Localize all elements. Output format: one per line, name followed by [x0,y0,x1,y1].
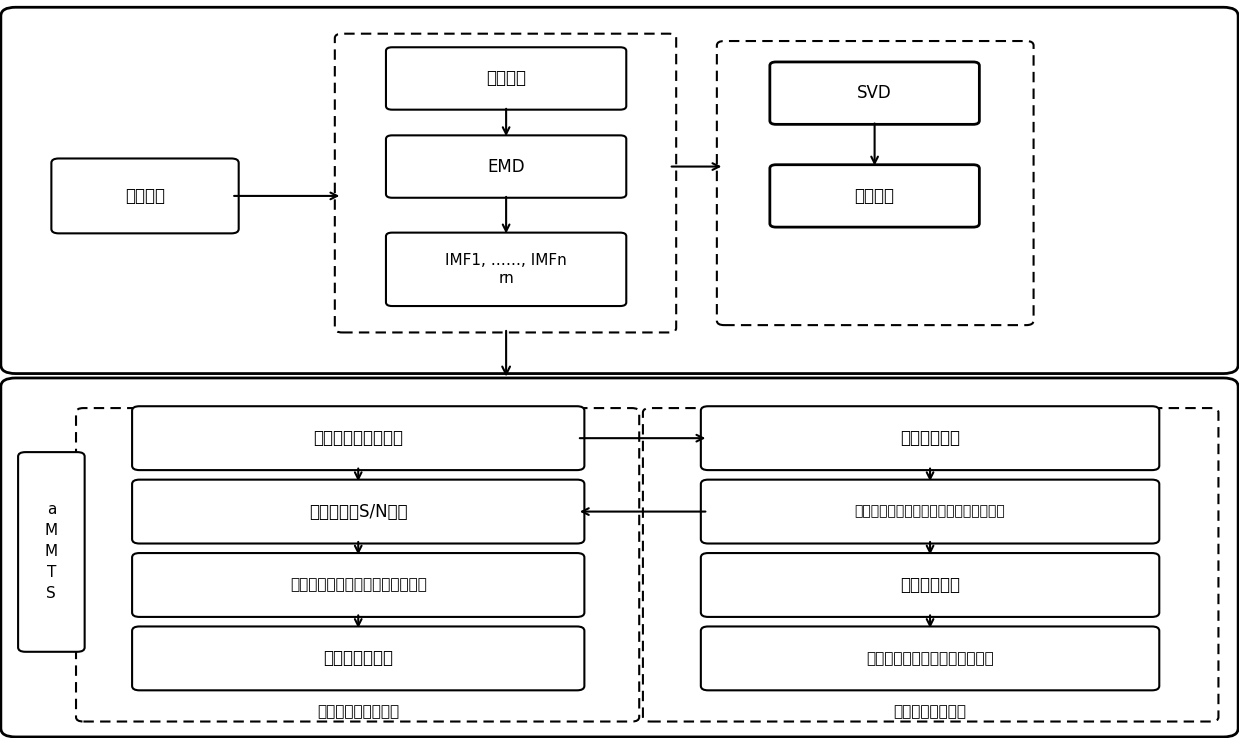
Text: 判断识别效果: 判断识别效果 [900,576,960,594]
FancyBboxPatch shape [643,408,1218,722]
Text: 对故障进行分类: 对故障进行分类 [323,649,393,667]
Text: 决定各基准数据最有效的特征序列: 决定各基准数据最有效的特征序列 [290,578,426,593]
Text: 小波去噪: 小波去噪 [486,69,527,88]
FancyBboxPatch shape [717,41,1033,325]
FancyBboxPatch shape [133,480,585,543]
FancyBboxPatch shape [335,34,676,332]
FancyBboxPatch shape [133,627,585,690]
Text: 生成马氏空间: 生成马氏空间 [900,430,960,447]
Text: 特征选择改进算法: 特征选择改进算法 [893,705,966,720]
Text: SVD: SVD [857,84,892,102]
Text: a
M
M
T
S: a M M T S [45,503,58,601]
FancyBboxPatch shape [769,165,979,227]
Text: IMF1, ……, IMFn
rn: IMF1, ……, IMFn rn [445,252,567,286]
Text: 再次计算马氏距离，选取最小值: 再次计算马氏距离，选取最小值 [866,651,994,666]
FancyBboxPatch shape [133,553,585,617]
FancyBboxPatch shape [76,408,639,722]
FancyBboxPatch shape [769,62,979,124]
FancyBboxPatch shape [387,47,626,110]
FancyBboxPatch shape [387,135,626,198]
FancyBboxPatch shape [133,406,585,470]
FancyBboxPatch shape [701,627,1160,690]
FancyBboxPatch shape [1,7,1238,373]
FancyBboxPatch shape [19,452,84,652]
Text: 特征矩阵: 特征矩阵 [855,187,895,205]
FancyBboxPatch shape [1,378,1238,737]
FancyBboxPatch shape [51,159,239,233]
FancyBboxPatch shape [387,232,626,306]
Text: 计算到基准数据的马氏距离，选取最小值: 计算到基准数据的马氏距离，选取最小值 [855,505,1005,519]
Text: 选择合适的S/N序列: 选择合适的S/N序列 [309,503,408,520]
Text: 多分类马氏田口方法: 多分类马氏田口方法 [317,705,399,720]
Text: EMD: EMD [487,157,525,176]
FancyBboxPatch shape [701,406,1160,470]
FancyBboxPatch shape [701,553,1160,617]
Text: 原始信号: 原始信号 [125,187,165,205]
Text: 建立多分类基准数据: 建立多分类基准数据 [313,430,403,447]
FancyBboxPatch shape [701,480,1160,543]
